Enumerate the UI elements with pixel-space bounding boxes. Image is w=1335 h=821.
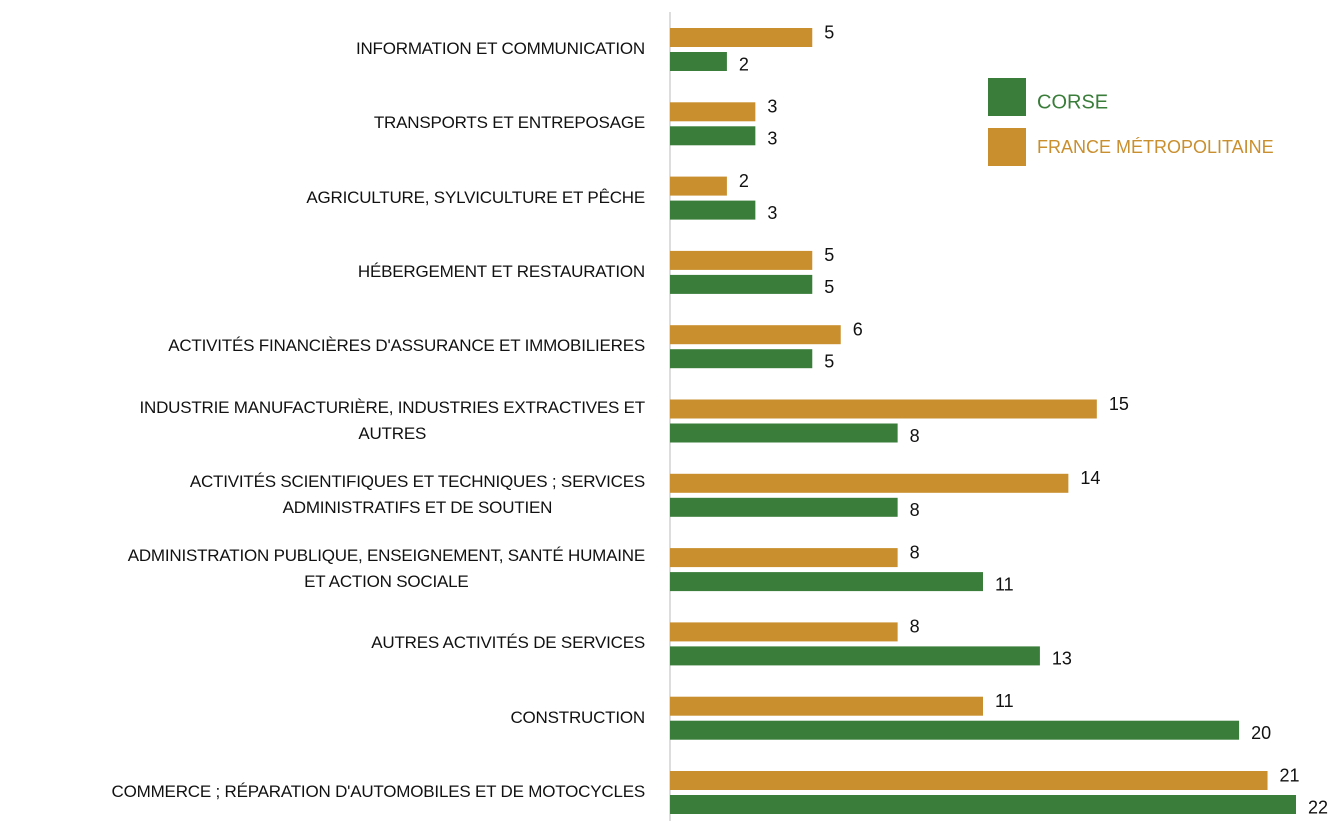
bar [670, 720, 1240, 740]
bar [670, 399, 1097, 419]
bar [670, 274, 813, 294]
category-label: INDUSTRIE MANUFACTURIÈRE, INDUSTRIES EXT… [139, 397, 645, 443]
bar [670, 572, 983, 592]
bar [670, 696, 983, 716]
category-label: ACTIVITÉS SCIENTIFIQUES ET TECHNIQUES ; … [189, 471, 645, 517]
value-label: 13 [1052, 649, 1072, 669]
value-label: 15 [1109, 394, 1129, 414]
category-label: AUTRES ACTIVITÉS DE SERVICES [371, 633, 645, 653]
category-label: AGRICULTURE, SYLVICULTURE ET PÊCHE [306, 187, 645, 207]
value-label: 5 [824, 22, 834, 42]
value-label: 8 [910, 617, 920, 637]
category-label: TRANSPORTS ET ENTREPOSAGE [373, 113, 645, 133]
bar [670, 102, 756, 122]
category-label: ACTIVITÉS FINANCIÈRES D'ASSURANCE ET IMM… [168, 336, 645, 356]
bar [670, 497, 898, 517]
category-label: INFORMATION ET COMMUNICATION [355, 39, 645, 58]
legend-swatch [988, 78, 1026, 116]
bar [670, 349, 813, 369]
value-label: 5 [824, 351, 834, 371]
bar [670, 126, 756, 146]
bar [670, 795, 1296, 814]
value-label: 2 [739, 171, 749, 191]
value-label: 5 [824, 277, 834, 297]
bar [670, 325, 841, 345]
value-label: 21 [1280, 765, 1300, 785]
bar [670, 646, 1040, 666]
value-label: 3 [767, 203, 777, 223]
bar [670, 771, 1268, 790]
legend-swatch [988, 128, 1026, 166]
bar [670, 176, 727, 196]
value-label: 8 [910, 542, 920, 562]
bar [670, 622, 898, 642]
value-label: 20 [1251, 723, 1271, 743]
bar [670, 28, 813, 47]
bar [670, 548, 898, 568]
value-label: 3 [767, 129, 777, 149]
bar [670, 423, 898, 443]
value-label: 11 [995, 691, 1014, 711]
bar [670, 473, 1069, 493]
value-label: 11 [995, 574, 1014, 594]
category-label: HÉBERGEMENT ET RESTAURATION [357, 261, 645, 281]
value-label: 14 [1080, 468, 1100, 488]
bar [670, 200, 756, 220]
category-label: ADMINISTRATION PUBLIQUE, ENSEIGNEMENT, S… [127, 546, 646, 592]
value-label: 8 [910, 500, 920, 520]
category-label: CONSTRUCTION [510, 707, 645, 727]
legend-label: CORSE [1037, 91, 1108, 113]
value-label: 6 [853, 319, 863, 339]
value-label: 5 [824, 245, 834, 265]
legend-label: FRANCE MÉTROPOLITAINE [1037, 137, 1274, 157]
value-label: 2 [739, 54, 749, 74]
value-label: 3 [767, 97, 777, 117]
bar [670, 250, 813, 270]
value-label: 22 [1308, 797, 1328, 817]
value-label: 8 [910, 426, 920, 446]
category-label: COMMERCE ; RÉPARATION D'AUTOMOBILES ET D… [111, 782, 646, 801]
bar [670, 52, 727, 71]
